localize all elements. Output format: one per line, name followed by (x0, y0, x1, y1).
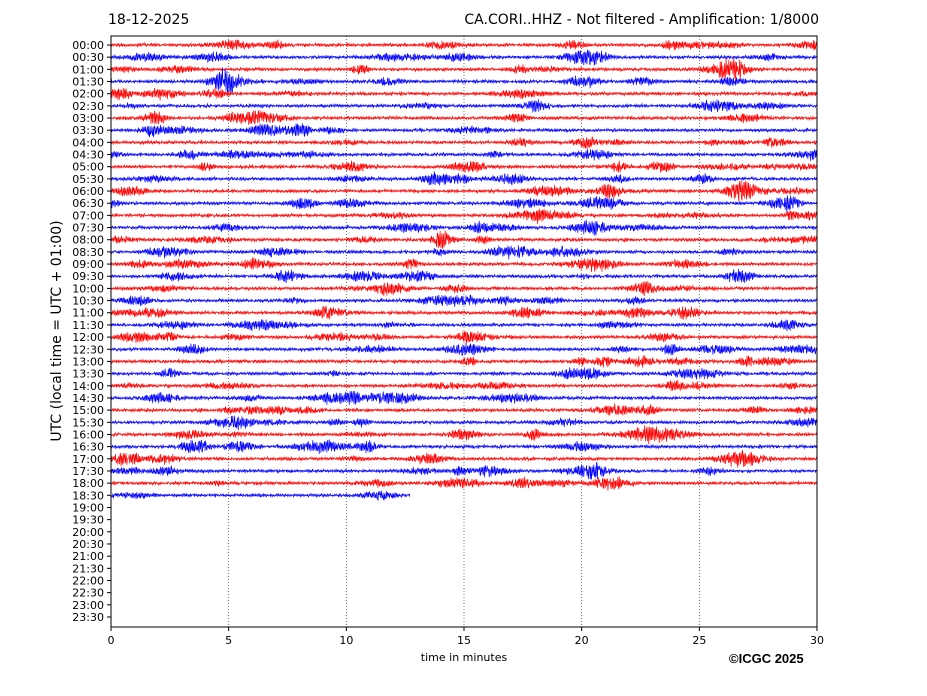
y-tick-label: 07:30 (72, 222, 104, 235)
y-tick-label: 09:00 (72, 258, 104, 271)
seismic-trace (110, 208, 818, 224)
seismic-trace (110, 160, 818, 173)
y-tick-label: 18:00 (72, 477, 104, 490)
seismic-trace (110, 87, 818, 101)
seismic-trace (110, 439, 818, 454)
y-tick-label: 03:00 (72, 112, 104, 125)
seismic-trace (110, 305, 818, 320)
y-tick-label: 01:00 (72, 63, 104, 76)
y-tick-label: 00:30 (72, 51, 104, 64)
plot-frame (110, 35, 818, 628)
seismic-trace (110, 268, 818, 284)
x-tick-label: 30 (810, 634, 824, 647)
y-tick-label: 04:30 (72, 149, 104, 162)
y-tick-label: 05:30 (72, 173, 104, 186)
seismic-trace (110, 490, 411, 502)
y-tick-label: 23:00 (72, 599, 104, 612)
y-tick-label: 17:00 (72, 453, 104, 466)
y-tick-label: 03:30 (72, 124, 104, 137)
y-tick-label: 02:00 (72, 88, 104, 101)
y-tick-label: 07:00 (72, 209, 104, 222)
y-tick-label: 12:00 (72, 331, 104, 344)
y-tick-label: 21:30 (72, 562, 104, 575)
seismic-trace (110, 49, 818, 67)
seismic-trace (110, 99, 818, 113)
seismic-trace (110, 280, 818, 297)
x-tick-label: 20 (575, 634, 589, 647)
seismic-trace (110, 39, 818, 51)
seismic-trace (110, 110, 818, 125)
y-tick-label: 05:00 (72, 161, 104, 174)
y-tick-label: 14:30 (72, 392, 104, 405)
date-label: 18-12-2025 (108, 12, 190, 28)
x-tick-label: 0 (108, 634, 115, 647)
seismic-trace (110, 245, 818, 260)
x-tick-label: 15 (457, 634, 471, 647)
seismic-trace (111, 219, 818, 236)
y-tick-label: 09:30 (72, 270, 104, 283)
seismic-trace (111, 330, 818, 344)
y-tick-label: 15:30 (72, 416, 104, 429)
y-tick-label: 16:30 (72, 441, 104, 454)
y-tick-label: 11:00 (72, 307, 104, 320)
seismic-trace (110, 257, 818, 273)
seismic-trace (110, 355, 818, 368)
y-tick-label: 06:00 (72, 185, 104, 198)
y-tick-label: 22:00 (72, 574, 104, 587)
seismic-trace (110, 403, 818, 417)
y-tick-label: 23:30 (72, 611, 104, 624)
seismic-trace (110, 294, 818, 307)
seismic-trace (110, 462, 818, 480)
seismic-trace (110, 136, 818, 149)
seismic-trace (110, 367, 818, 380)
seismic-trace (110, 67, 818, 93)
seismic-trace (111, 195, 818, 213)
seismic-trace (110, 342, 818, 356)
seismic-trace (110, 476, 818, 491)
y-tick-label: 13:30 (72, 368, 104, 381)
seismic-trace (110, 58, 818, 81)
y-tick-label: 14:00 (72, 380, 104, 393)
seismic-trace (110, 319, 818, 332)
seismic-trace (110, 148, 818, 161)
y-tick-label: 08:00 (72, 234, 104, 247)
y-tick-label: 19:30 (72, 514, 104, 527)
y-tick-label: 22:30 (72, 587, 104, 600)
y-tick-label: 01:30 (72, 76, 104, 89)
y-tick-label: 18:30 (72, 489, 104, 502)
y-tick-label: 15:00 (72, 404, 104, 417)
seismic-trace (110, 449, 818, 468)
seismic-trace (110, 415, 818, 431)
seismic-trace (110, 390, 818, 405)
x-tick-label: 5 (225, 634, 232, 647)
y-tick-label: 20:00 (72, 526, 104, 539)
y-tick-label: 20:30 (72, 538, 104, 551)
seismic-trace (111, 123, 818, 138)
seismic-trace (110, 171, 818, 186)
y-tick-label: 11:30 (72, 319, 104, 332)
x-tick-label: 25 (692, 634, 706, 647)
y-tick-label: 12:30 (72, 343, 104, 356)
copyright-label: ©ICGC 2025 (729, 651, 804, 666)
y-tick-label: 08:30 (72, 246, 104, 259)
y-tick-label: 10:30 (72, 295, 104, 308)
seismic-trace (110, 180, 818, 202)
seismic-trace (110, 425, 818, 445)
x-axis-label: time in minutes (420, 651, 508, 664)
x-tick-label: 10 (339, 634, 353, 647)
y-tick-label: 00:00 (72, 39, 104, 52)
chart-title: CA.CORI..HHZ - Not filtered - Amplificat… (464, 12, 819, 28)
y-tick-label: 21:00 (72, 550, 104, 563)
y-tick-label: 06:30 (72, 197, 104, 210)
y-tick-label: 13:00 (72, 355, 104, 368)
y-tick-label: 16:00 (72, 428, 104, 441)
y-tick-label: 17:30 (72, 465, 104, 478)
y-tick-label: 04:00 (72, 136, 104, 149)
y-tick-label: 19:00 (72, 501, 104, 514)
y-tick-label: 10:00 (72, 282, 104, 295)
y-tick-label: 02:30 (72, 100, 104, 113)
seismic-trace (110, 379, 818, 391)
seismic-trace (110, 230, 818, 250)
